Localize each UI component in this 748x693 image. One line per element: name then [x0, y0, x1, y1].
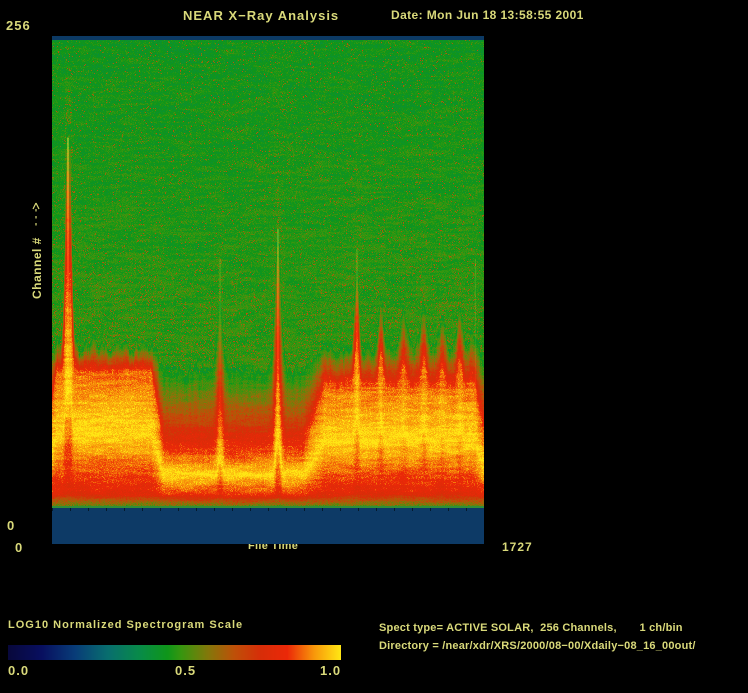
svg-text:Channel #: Channel # [30, 237, 44, 299]
